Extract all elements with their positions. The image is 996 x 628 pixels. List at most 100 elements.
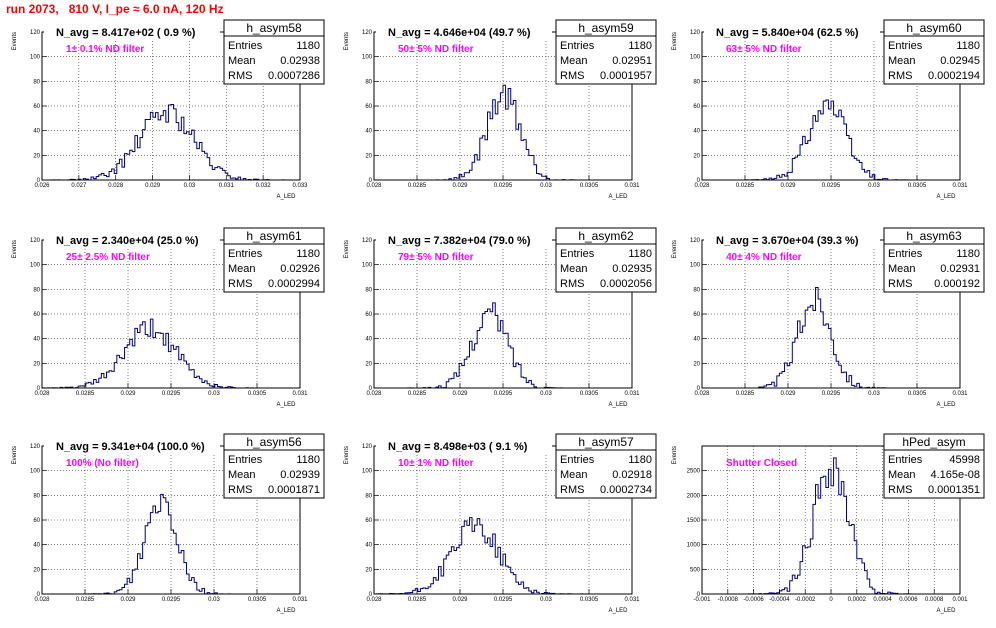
stats-title: hPed_asym [902,435,965,449]
filter-note: 79± 5% ND filter [398,252,474,263]
x-tick-label: 0.0305 [580,597,599,603]
y-tick-label: 100 [690,55,701,61]
y-tick-label: 20 [365,567,372,573]
stats-label-mean: Mean [228,469,256,481]
x-tick-label: -0.0004 [769,597,790,603]
filter-note: 63± 5% ND filter [726,44,802,55]
histogram-line [42,104,300,181]
y-tick-label: 40 [365,543,372,549]
y-tick-label: 40 [693,129,700,135]
stats-title: h_asym62 [578,229,634,243]
stats-value-mean: 0.02938 [280,55,320,67]
stats-value-mean: 0.02945 [940,55,980,67]
y-tick-label: 100 [30,469,41,475]
x-tick-label: 0.027 [71,183,87,189]
y-axis-label: Events [672,32,678,50]
stats-value-mean: 0.02926 [280,263,320,275]
x-tick-label: 0.031 [219,183,235,189]
title-box [704,233,880,247]
navg-title: N_avg = 2.340e+04 (25.0 %) [56,235,199,247]
stats-label-entries: Entries [228,454,263,466]
x-tick-label: 0.0285 [408,183,427,189]
x-tick-label: 0.029 [452,597,468,603]
x-tick-label: -0.0002 [795,597,816,603]
y-tick-label: 0 [369,386,373,392]
stats-value-rms: 0.0002194 [928,70,980,82]
y-axis-label: Events [344,240,350,258]
x-tick-label: 0.0305 [908,391,927,397]
y-tick-label: 120 [362,30,373,36]
x-tick-label: 0.028 [366,183,382,189]
stats-value-entries: 1180 [628,40,652,52]
stats-box [555,433,657,499]
x-axis-label: A_LED [936,608,956,614]
x-tick-label: 0.0285 [76,391,95,397]
stats-value-rms: 0.0001351 [928,484,980,496]
y-tick-label: 120 [30,238,41,244]
histogram-line [374,517,632,595]
stats-label-rms: RMS [560,278,584,290]
stats-value-rms: 0.000192 [934,278,980,290]
stats-label-mean: Mean [228,263,256,275]
title-box [376,25,552,39]
stats-label-entries: Entries [560,40,595,52]
stats-title: h_asym63 [906,229,962,243]
y-axis-label: Events [344,32,350,50]
navg-title: N_avg = 8.498e+03 ( 9.1 %) [388,441,528,453]
x-tick-label: 0.029 [780,391,796,397]
y-tick-label: 60 [33,104,40,110]
stats-box [883,19,985,85]
x-tick-label: 0.031 [292,597,308,603]
stats-label-rms: RMS [560,70,584,82]
y-tick-label: 120 [30,444,41,450]
title-box [44,233,220,247]
x-tick-label: 0.0006 [899,597,918,603]
filter-note: 25± 2.5% ND filter [66,252,150,263]
x-tick-label: 0.0305 [248,597,267,603]
x-tick-label: 0.0295 [494,597,513,603]
y-tick-label: 40 [365,129,372,135]
stats-label-rms: RMS [888,484,912,496]
x-tick-label: 0.0305 [580,183,599,189]
y-tick-label: 80 [693,79,700,85]
stats-value-mean: 0.02951 [612,55,652,67]
y-tick-label: 100 [30,263,41,269]
y-tick-label: 20 [33,361,40,367]
stats-value-rms: 0.0001871 [268,484,320,496]
stats-label-mean: Mean [228,55,256,67]
x-tick-label: 0.028 [694,391,710,397]
y-tick-label: 60 [365,104,372,110]
y-tick-label: 120 [362,444,373,450]
x-axis-label: A_LED [608,402,628,408]
stats-label-entries: Entries [560,454,595,466]
y-tick-label: 100 [362,263,373,269]
stats-label-rms: RMS [888,70,912,82]
page-title: run 2073, 810 V, I_pe ≈ 6.0 nA, 120 Hz [6,2,224,16]
stats-value-rms: 0.0007286 [268,70,320,82]
x-tick-label: 0.029 [452,183,468,189]
stats-title: h_asym58 [246,21,302,35]
stats-label-mean: Mean [560,469,588,481]
x-tick-label: 0.0285 [736,391,755,397]
y-tick-label: 60 [365,312,372,318]
stats-label-mean: Mean [560,55,588,67]
y-tick-label: 0 [37,386,41,392]
y-tick-label: 120 [690,238,701,244]
title-box [376,233,552,247]
filter-note: Shutter Closed [726,458,797,469]
y-tick-label: 2500 [687,469,701,475]
title-box [376,439,552,453]
x-tick-label: 0.03 [868,183,880,189]
x-tick-label: 0.028 [34,391,50,397]
y-tick-label: 60 [693,104,700,110]
title-box [44,25,220,39]
stats-value-entries: 1180 [296,248,320,260]
y-tick-label: 60 [33,312,40,318]
y-tick-label: 20 [33,153,40,159]
y-tick-label: 100 [30,55,41,61]
y-tick-label: 40 [693,337,700,343]
y-tick-label: 80 [33,79,40,85]
x-tick-label: 0.029 [452,391,468,397]
y-tick-label: 80 [365,287,372,293]
stats-label-entries: Entries [228,248,263,260]
